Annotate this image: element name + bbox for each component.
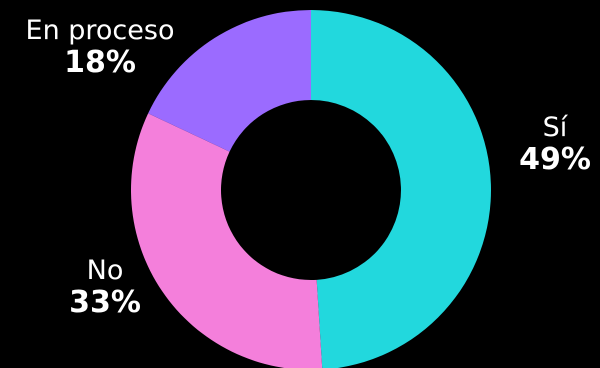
slice-label-en-proceso: En proceso 18% (0, 15, 200, 81)
slice-percent: 49% (519, 142, 591, 178)
slice-percent: 18% (64, 45, 136, 81)
donut-slice-1 (131, 113, 323, 368)
slice-label-si: Sí 49% (505, 112, 600, 178)
slice-percent: 33% (69, 285, 141, 321)
slice-name: Sí (542, 112, 568, 143)
donut-slice-0 (311, 10, 491, 368)
slice-name: En proceso (25, 15, 175, 46)
slice-name: No (86, 255, 124, 286)
donut-slice-2 (148, 10, 311, 152)
slice-label-no: No 33% (45, 255, 165, 321)
